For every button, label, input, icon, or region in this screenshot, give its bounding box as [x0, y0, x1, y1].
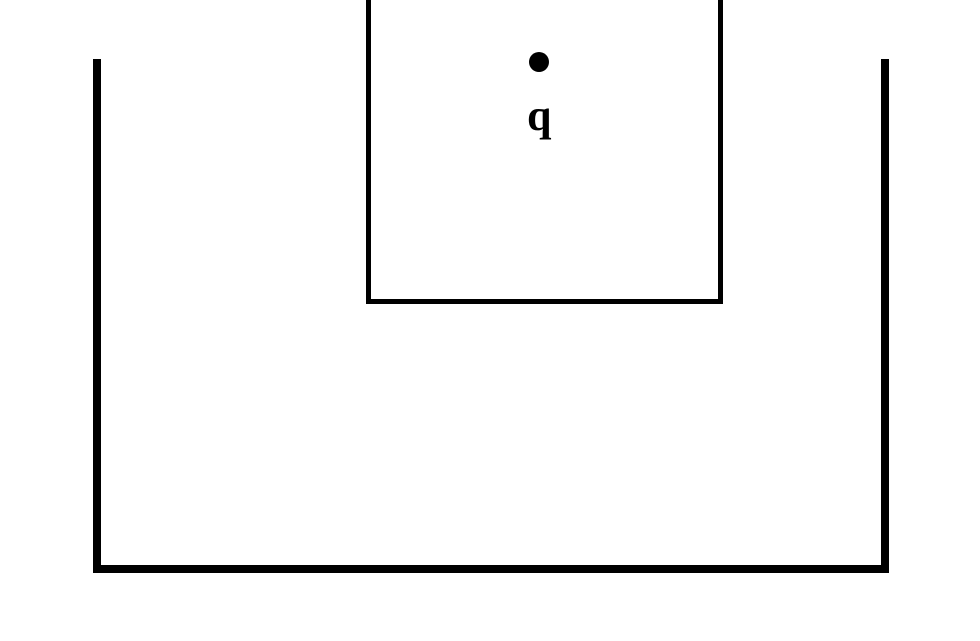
charge-dot [529, 52, 549, 72]
charge-label: q [527, 90, 551, 141]
inner-u-bottom [366, 299, 723, 304]
diagram-stage: q [0, 0, 980, 641]
outer-u-left [93, 59, 101, 573]
outer-u-right [881, 59, 889, 573]
inner-u-right [718, 0, 723, 304]
outer-u-bottom [93, 565, 889, 573]
inner-u-left [366, 0, 371, 304]
